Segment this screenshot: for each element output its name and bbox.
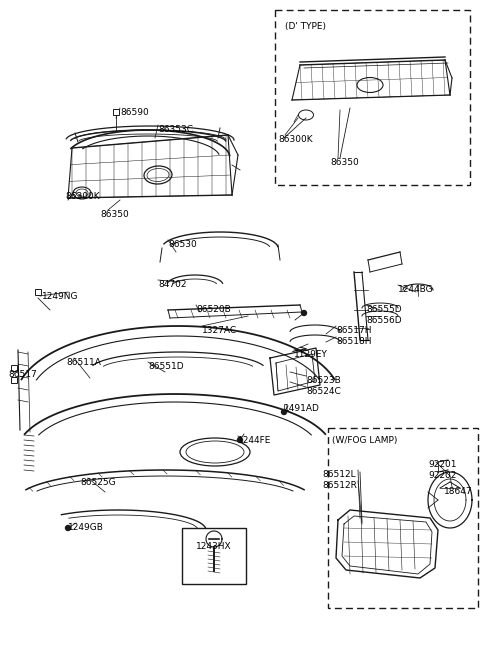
Polygon shape [113,109,119,115]
Text: (D' TYPE): (D' TYPE) [285,22,326,31]
Text: 92202: 92202 [428,471,456,480]
Circle shape [238,438,242,443]
Text: 1243HX: 1243HX [196,542,232,551]
Text: 86350: 86350 [330,158,359,167]
Text: 86524C: 86524C [306,387,341,396]
Text: 18647: 18647 [444,487,473,496]
Polygon shape [35,289,41,295]
Polygon shape [11,377,17,383]
Text: 86517: 86517 [8,370,37,379]
Text: 86520B: 86520B [196,305,231,314]
Text: 86556D: 86556D [366,316,402,325]
Text: 84702: 84702 [158,280,187,289]
Circle shape [65,525,71,531]
Text: 86511A: 86511A [66,358,101,367]
Text: 86518H: 86518H [336,337,372,346]
Text: 86512L: 86512L [322,470,356,479]
Circle shape [301,310,307,316]
Circle shape [281,409,287,415]
Text: 1129EY: 1129EY [294,350,328,359]
Text: 1244BG: 1244BG [398,285,433,294]
Text: 86590: 86590 [120,108,149,117]
Text: 86300K: 86300K [65,192,100,201]
Polygon shape [11,365,17,371]
Text: 86551D: 86551D [148,362,184,371]
Text: 86517H: 86517H [336,326,372,335]
Text: 92201: 92201 [428,460,456,469]
Text: 86300K: 86300K [278,135,312,144]
Text: 1249NG: 1249NG [42,292,79,301]
Text: 86523B: 86523B [306,376,341,385]
Text: 86512R: 86512R [322,481,357,490]
Text: 1244FE: 1244FE [238,436,271,445]
Text: (W/FOG LAMP): (W/FOG LAMP) [332,436,397,445]
Text: 1249GB: 1249GB [68,523,104,532]
Text: 86555D: 86555D [366,305,402,314]
Text: 1491AD: 1491AD [284,404,320,413]
Text: 86525G: 86525G [80,478,116,487]
Text: 86353C: 86353C [158,125,193,134]
Text: 1327AC: 1327AC [202,326,237,335]
Text: 86350: 86350 [100,210,129,219]
Text: 86530: 86530 [168,240,197,249]
